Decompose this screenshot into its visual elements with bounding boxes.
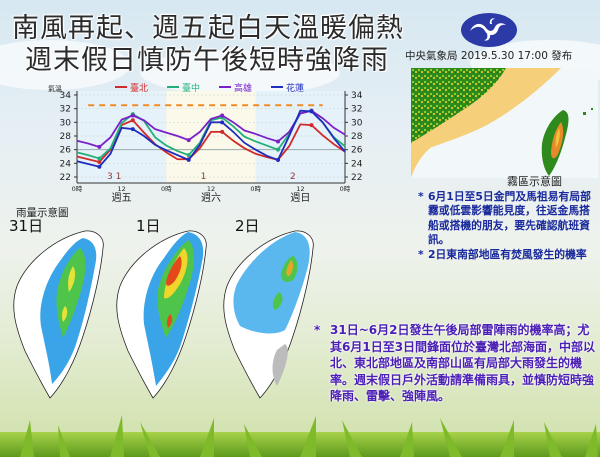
headline-line-1: 南風再起、週五起白天溫暖偏熱: [12, 13, 404, 44]
svg-text:32: 32: [60, 105, 71, 115]
svg-text:12: 12: [118, 185, 126, 193]
forecast-note-text: 31日~6月2日發生午後局部雷陣雨的機率高；尤其6月1日至3日間鋒面位於臺灣北部…: [330, 323, 596, 404]
svg-text:臺中: 臺中: [182, 83, 200, 94]
issuer-and-timestamp: 中央氣象局 2019.5.30 17:00 發布: [405, 50, 573, 62]
temperature-chart: 22 22 24 24 26 26 28 28 30 30 32 32 34 34 氣溫 0時 12 0時 12 0時…: [45, 83, 378, 205]
rain-map-title: 雨量示意圖: [16, 207, 69, 219]
svg-text:30: 30: [60, 118, 72, 128]
rain-map-31: [13, 230, 104, 399]
svg-text:24: 24: [60, 159, 72, 169]
svg-text:32: 32: [351, 105, 362, 115]
fog-map: [411, 68, 598, 178]
background-cloud: [0, 40, 130, 90]
fog-area-map: [411, 68, 598, 178]
svg-text:0時: 0時: [72, 185, 83, 193]
svg-text:28: 28: [60, 132, 72, 142]
svg-text:31: 31: [107, 172, 124, 182]
svg-text:0時: 0時: [161, 185, 172, 193]
fog-map-caption: 霧區示意圖: [507, 175, 562, 188]
svg-text:高雄: 高雄: [234, 83, 252, 94]
grass-decoration: [0, 415, 600, 457]
svg-text:氣溫: 氣溫: [48, 84, 62, 93]
fog-note-text: 6月1日至5日金門及馬祖易有局部霧或低雲影響能見度，往返金馬搭船或搭機的朋友，要…: [428, 190, 591, 246]
svg-text:22: 22: [351, 173, 362, 183]
svg-text:1: 1: [201, 172, 210, 182]
cwb-logo-icon: [461, 13, 517, 47]
svg-text:12: 12: [207, 185, 215, 193]
bullet-asterisk-icon: *: [314, 323, 321, 337]
svg-text:24: 24: [351, 159, 363, 169]
svg-text:花蓮: 花蓮: [286, 83, 304, 94]
svg-text:週五: 週五: [112, 192, 132, 204]
svg-text:週六: 週六: [201, 192, 221, 204]
svg-text:34: 34: [60, 91, 72, 101]
svg-text:週日: 週日: [290, 192, 310, 204]
fog-notes: * 6月1日至5日金門及馬祖易有局部霧或低雲影響能見度，往返金馬搭船或搭機的朋友…: [418, 190, 600, 263]
bullet-asterisk-icon: *: [418, 248, 424, 262]
svg-text:26: 26: [60, 146, 72, 156]
rain-day-label: 1日: [136, 217, 161, 235]
svg-text:0時: 0時: [250, 185, 261, 193]
rain-day-label: 2日: [235, 217, 260, 235]
fog-note-text: 2日東南部地區有焚風發生的機率: [428, 248, 587, 262]
svg-text:22: 22: [60, 173, 71, 183]
svg-text:0時: 0時: [340, 185, 351, 193]
main-forecast-note: * 31日~6月2日發生午後局部雷陣雨的機率高；尤其6月1日至3日間鋒面位於臺灣…: [312, 322, 600, 405]
rain-day-label: 31日: [9, 217, 44, 235]
fog-note: * 6月1日至5日金門及馬祖易有局部霧或低雲影響能見度，往返金馬搭船或搭機的朋友…: [418, 190, 600, 247]
svg-text:28: 28: [351, 132, 363, 142]
forecast-note: * 31日~6月2日發生午後局部雷陣雨的機率高；尤其6月1日至3日間鋒面位於臺灣…: [312, 322, 600, 405]
svg-text:臺北: 臺北: [130, 83, 148, 94]
rain-map-1: [116, 230, 207, 399]
bullet-asterisk-icon: *: [418, 190, 424, 203]
headline-line-2: 週末假日慎防午後短時強降雨: [25, 45, 389, 76]
svg-text:30: 30: [351, 118, 363, 128]
svg-text:2: 2: [290, 172, 299, 182]
svg-text:12: 12: [296, 185, 304, 193]
fog-note: * 2日東南部地區有焚風發生的機率: [418, 248, 600, 262]
rain-map-2: [223, 230, 314, 399]
svg-text:34: 34: [351, 91, 363, 101]
svg-text:26: 26: [351, 146, 363, 156]
